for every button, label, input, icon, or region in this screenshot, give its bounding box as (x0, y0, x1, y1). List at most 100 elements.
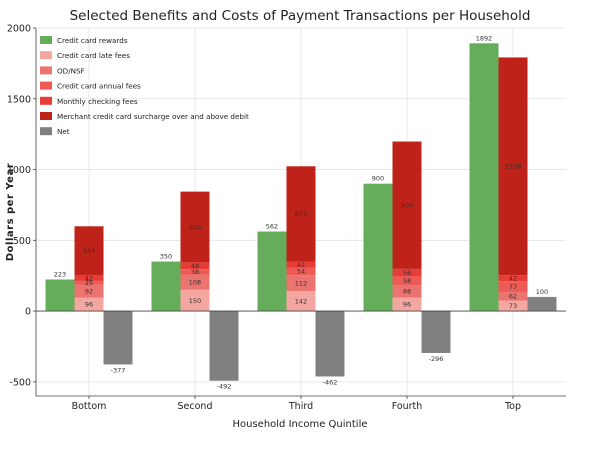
data-label: 96 (403, 301, 411, 309)
legend: Credit card rewards Credit card late fees… (40, 36, 249, 136)
bar-od-nsf (74, 284, 104, 298)
data-label: 112 (295, 279, 307, 287)
data-label: 1538 (505, 163, 522, 171)
bar-monthly-checking-fees (74, 274, 104, 281)
data-label: 673 (295, 210, 307, 218)
data-label: 88 (403, 288, 411, 296)
data-label: 48 (191, 262, 199, 270)
bar-merchant-credit-card-surcharge-over-and-above-debit (498, 57, 528, 276)
bar-credit-card-late-fees (74, 297, 104, 312)
x-tick-label: Third (288, 401, 313, 412)
bar-credit-card-late-fees (392, 297, 422, 312)
data-label: 92 (85, 287, 93, 295)
y-tick-label: -500 (9, 377, 31, 388)
bar-monthly-checking-fees (180, 262, 210, 270)
data-label: 56 (403, 269, 411, 277)
data-label: 42 (297, 261, 305, 269)
x-tick-label: Second (178, 401, 213, 412)
legend-entry: Net (57, 127, 70, 136)
data-label: 150 (189, 297, 201, 305)
data-label: -462 (323, 378, 338, 386)
data-label: 900 (401, 202, 413, 210)
axis-frame (35, 28, 566, 397)
legend-entry: Merchant credit card surcharge over and … (57, 112, 249, 121)
data-label: 900 (372, 175, 384, 183)
bar-merchant-credit-card-surcharge-over-and-above-debit (74, 226, 104, 275)
legend-entry: Monthly checking fees (57, 97, 138, 106)
data-label: 77 (509, 283, 517, 291)
data-label: 223 (54, 271, 66, 279)
legend-entry: Credit card rewards (57, 36, 128, 45)
x-tick-label: Fourth (392, 401, 423, 412)
legend-swatch (40, 127, 52, 136)
data-label: -296 (429, 355, 444, 363)
data-label: 500 (189, 223, 201, 231)
data-label: 100 (536, 288, 548, 296)
data-label: 344 (83, 247, 95, 255)
data-labels: 22396922542344-3773501501083848500-49256… (54, 34, 548, 390)
bar-net (103, 311, 133, 365)
bars (45, 43, 557, 381)
bar-credit-card-annual-fees (392, 276, 422, 286)
data-label: 142 (295, 297, 307, 305)
bar-credit-card-late-fees (286, 290, 316, 312)
legend-swatch (40, 112, 52, 120)
data-label: 62 (509, 293, 517, 301)
data-label: 42 (85, 274, 93, 282)
bar-monthly-checking-fees (286, 261, 316, 268)
data-label: -492 (217, 383, 232, 391)
y-tick-label: 1000 (7, 165, 31, 176)
y-tick-label: 0 (25, 307, 31, 318)
legend-swatch (40, 96, 52, 105)
bar-monthly-checking-fees (498, 275, 528, 282)
x-tick-label: Top (504, 401, 521, 412)
bar-credit-card-annual-fees (498, 281, 528, 292)
bar-od-nsf (286, 275, 316, 291)
bar-credit-card-annual-fees (286, 267, 316, 276)
bar-credit-card-rewards (151, 261, 181, 312)
data-label: -377 (111, 366, 126, 374)
data-label: 1892 (476, 34, 493, 42)
bar-credit-card-annual-fees (180, 269, 210, 275)
data-label: 54 (297, 268, 305, 276)
y-tick-label: 500 (13, 236, 31, 247)
data-label: 25 (85, 279, 93, 287)
x-axis-label: Household Income Quintile (232, 419, 367, 430)
legend-swatch (40, 66, 52, 75)
data-label: 42 (509, 274, 517, 282)
bar-od-nsf (498, 291, 528, 301)
bar-merchant-credit-card-surcharge-over-and-above-debit (392, 141, 422, 269)
bar-credit-card-rewards (469, 43, 499, 312)
y-axis-label: Dollars per Year (5, 163, 16, 261)
data-label: 108 (189, 279, 201, 287)
data-label: 562 (266, 223, 278, 231)
legend-entry: Credit card late fees (57, 51, 130, 60)
data-label: 58 (403, 277, 411, 285)
bar-credit-card-rewards (363, 183, 393, 312)
bar-credit-card-rewards (45, 279, 75, 312)
chart-title: Selected Benefits and Costs of Payment T… (70, 8, 531, 24)
y-tick-label: 2000 (7, 24, 31, 35)
bar-merchant-credit-card-surcharge-over-and-above-debit (180, 191, 210, 263)
legend-entry: OD/NSF (57, 66, 85, 75)
y-tick-label: 1500 (7, 94, 31, 105)
bar-merchant-credit-card-surcharge-over-and-above-debit (286, 166, 316, 262)
bar-od-nsf (392, 285, 422, 298)
bar-od-nsf (180, 274, 210, 290)
data-label: 73 (509, 302, 517, 310)
bar-credit-card-rewards (257, 231, 287, 312)
legend-entry: Credit card annual fees (57, 82, 141, 91)
legend-swatch (40, 51, 52, 60)
data-label: 38 (191, 268, 199, 276)
axes: -500 0 500 1000 1500 2000 Bottom Second Third Fou… (7, 24, 566, 412)
data-label: 350 (160, 253, 172, 261)
bar-net (527, 296, 557, 312)
legend-swatch (40, 36, 52, 44)
bar-credit-card-late-fees (498, 300, 528, 312)
legend-swatch (40, 81, 52, 90)
bar-net (209, 311, 239, 381)
x-tick-label: Bottom (72, 401, 107, 412)
bar-monthly-checking-fees (392, 268, 422, 277)
bar-credit-card-annual-fees (74, 280, 104, 285)
